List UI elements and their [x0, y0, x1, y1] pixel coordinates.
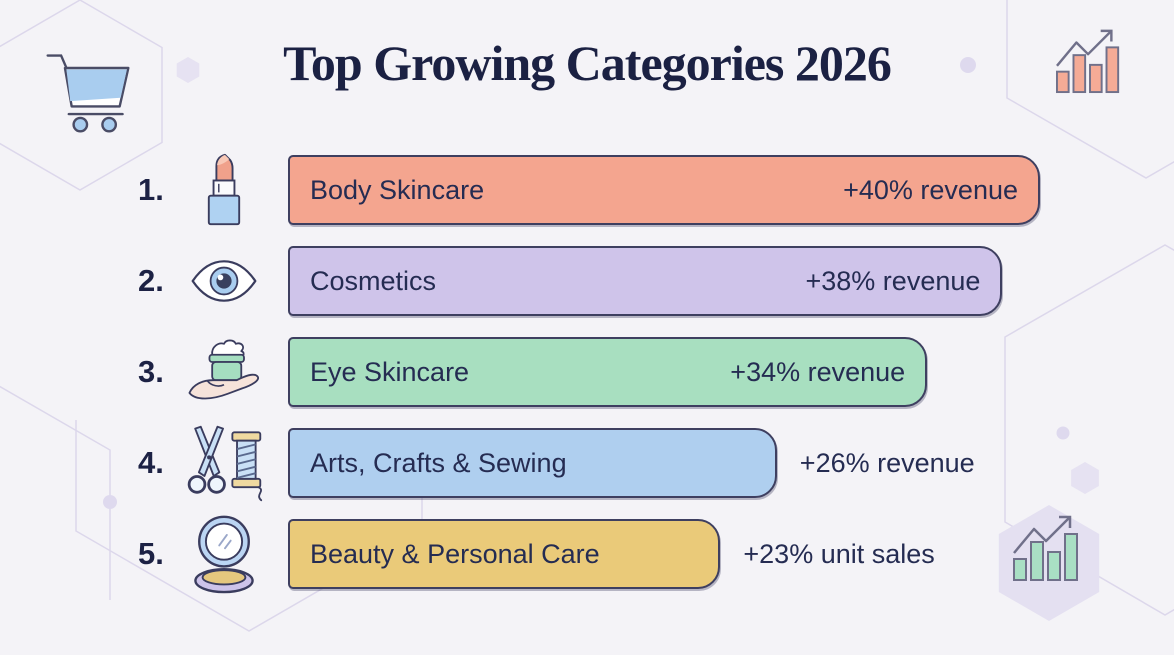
bar-value: +34% revenue	[730, 356, 906, 387]
scissors-thread-icon	[184, 424, 264, 502]
bar-label: Eye Skincare	[310, 356, 470, 387]
rank-number: 1.	[138, 172, 164, 207]
category-row-arts-crafts-sewing: 4. Arts, Cr	[0, 425, 1174, 502]
bar-label: Body Skincare	[310, 174, 485, 205]
rank-number: 5.	[138, 536, 164, 571]
category-ranking-list: 1. Body Skincare +40% revenue +40% reven…	[0, 152, 1174, 610]
category-row-eye-skincare: 3. Eye Skincare +34% revenue +34% revenu…	[0, 337, 1174, 407]
bar-eye-skincare: Eye Skincare +34% revenue	[288, 337, 928, 407]
rank-number: 3.	[138, 354, 164, 389]
category-row-cosmetics: 2. Cosmetics +38% revenue +38% revenue	[0, 246, 1174, 316]
lipstick-icon	[184, 152, 264, 228]
bar-label: Cosmetics	[310, 265, 437, 296]
bar-chart-up-icon	[1056, 29, 1120, 94]
rank-number: 4.	[138, 445, 164, 480]
shopping-cart-icon	[46, 54, 130, 133]
category-row-body-skincare: 1. Body Skincare +40% revenue +40% reven…	[0, 152, 1174, 228]
bar-cosmetics: Cosmetics +38% revenue	[288, 246, 1003, 316]
category-row-beauty-personal-care: 5. Beauty & Personal Care +23% unit sale…	[0, 515, 1174, 594]
bar-value-outside: +26% revenue	[799, 447, 975, 478]
cream-jar-hand-icon	[184, 337, 264, 407]
bar-value: +40% revenue	[843, 174, 1018, 205]
bar-body-skincare: Body Skincare +40% revenue	[288, 155, 1040, 225]
compact-mirror-icon	[184, 514, 264, 594]
rank-number: 2.	[138, 263, 164, 298]
bar-value-outside: +23% unit sales	[743, 538, 935, 569]
bar-label: Arts, Crafts & Sewing	[310, 447, 567, 478]
bar-value: +38% revenue	[805, 265, 981, 296]
eye-icon	[184, 256, 264, 306]
bar-arts-crafts-sewing: Arts, Crafts & Sewing +26% revenue	[288, 428, 777, 498]
bar-chart-up-hexagon-icon	[1013, 515, 1078, 581]
page-title: Top Growing Categories 2026	[283, 35, 892, 91]
bar-beauty-personal-care: Beauty & Personal Care +23% unit sales	[288, 519, 721, 589]
bar-label: Beauty & Personal Care	[310, 538, 600, 569]
